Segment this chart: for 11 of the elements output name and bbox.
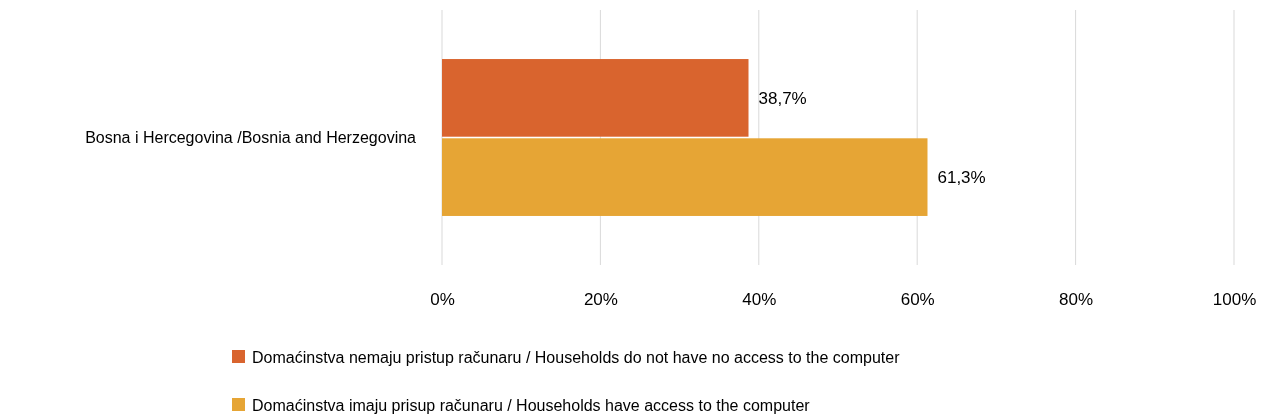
y-tick-label: Bosna i Hercegovina /Bosnia and Herzegovina xyxy=(85,128,417,146)
data-label: 61,3% xyxy=(937,168,986,188)
x-tick-label: 80% xyxy=(1059,290,1094,310)
x-tick-label: 100% xyxy=(1212,290,1257,310)
x-tick-label: 0% xyxy=(430,290,455,310)
x-tick-label: 40% xyxy=(742,290,777,310)
x-tick-label: 20% xyxy=(583,290,618,310)
legend-label: Domaćinstva imaju prisup računaru / Households have access to the computer xyxy=(252,396,811,414)
data-label: 38,7% xyxy=(758,88,807,108)
legend-label: Domaćinstva nemaju pristup računaru / Households do not have no access to the computer xyxy=(252,348,901,366)
x-tick-label: 60% xyxy=(900,290,935,310)
